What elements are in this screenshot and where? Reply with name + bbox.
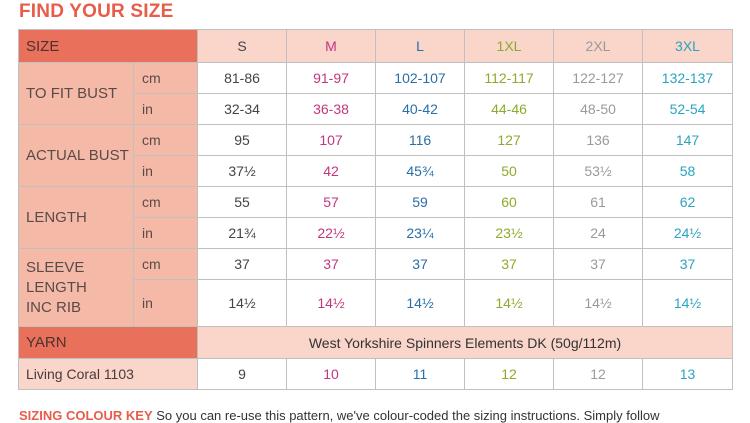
value-cell: 14½ <box>375 279 465 327</box>
value-cell: 24½ <box>642 217 733 249</box>
value-cell: 44-46 <box>464 93 554 125</box>
value-cell: 37 <box>375 248 465 280</box>
sizing-colour-key-note: SIZING COLOUR KEY So you can re-use this… <box>19 408 659 423</box>
unit-label: cm <box>133 186 198 218</box>
ball-count-cell: 10 <box>286 358 376 390</box>
value-cell: 122-127 <box>553 62 643 94</box>
value-cell: 62 <box>642 186 733 218</box>
value-cell: 14½ <box>553 279 643 327</box>
value-cell: 136 <box>553 124 643 156</box>
table-row: in 14½ 14½ 14½ 14½ 14½ 14½ <box>19 279 733 327</box>
value-cell: 95 <box>197 124 287 156</box>
shade-label: Living Coral 1103 <box>18 358 198 390</box>
unit-label: cm <box>133 62 198 94</box>
value-cell: 42 <box>286 155 376 187</box>
table-row: TO FIT BUST cm 81-86 91-97 102-107 112-1… <box>18 62 733 125</box>
table-row: in 32-34 36-38 40-42 44-46 48-50 52-54 <box>19 93 733 125</box>
value-cell: 14½ <box>642 279 733 327</box>
row-label-actual-bust: ACTUAL BUST <box>18 124 134 187</box>
value-cell: 132-137 <box>642 62 733 94</box>
value-cell: 45¾ <box>375 155 465 187</box>
unit-label: in <box>133 93 198 125</box>
sizing-colour-key-heading: SIZING COLOUR KEY <box>19 408 153 423</box>
value-cell: 37 <box>197 248 287 280</box>
value-cell: 23½ <box>464 217 554 249</box>
size-header-label: SIZE <box>18 29 198 63</box>
value-cell: 32-34 <box>197 93 287 125</box>
ball-count-cell: 13 <box>642 358 733 390</box>
unit-label: in <box>133 217 198 249</box>
ball-count-cell: 12 <box>464 358 554 390</box>
value-cell: 24 <box>553 217 643 249</box>
value-cell: 21¾ <box>197 217 287 249</box>
unit-label: in <box>133 155 198 187</box>
row-label-to-fit-bust: TO FIT BUST <box>18 62 134 125</box>
value-cell: 60 <box>464 186 554 218</box>
value-cell: 58 <box>642 155 733 187</box>
value-cell: 40-42 <box>375 93 465 125</box>
value-cell: 14½ <box>286 279 376 327</box>
row-label-length: LENGTH <box>18 186 134 249</box>
shade-row: Living Coral 1103 9 10 11 12 12 13 <box>18 358 733 390</box>
value-cell: 52-54 <box>642 93 733 125</box>
unit-label: cm <box>133 248 198 280</box>
value-cell: 37 <box>553 248 643 280</box>
value-cell: 61 <box>553 186 643 218</box>
ball-count-cell: 9 <box>197 358 287 390</box>
unit-label: in <box>133 279 198 327</box>
unit-label: cm <box>133 124 198 156</box>
table-row: ACTUAL BUST cm 95 107 116 127 136 147 <box>18 124 733 187</box>
value-cell: 36-38 <box>286 93 376 125</box>
value-cell: 37 <box>464 248 554 280</box>
value-cell: 59 <box>375 186 465 218</box>
size-3xl-header: 3XL <box>642 29 733 63</box>
value-cell: 81-86 <box>197 62 287 94</box>
value-cell: 37½ <box>197 155 287 187</box>
yarn-label: YARN <box>18 326 198 359</box>
size-1xl-header: 1XL <box>464 29 554 63</box>
value-cell: 37 <box>286 248 376 280</box>
value-cell: 112-117 <box>464 62 554 94</box>
sizing-colour-key-text: So you can re-use this pattern, we've co… <box>152 408 660 423</box>
value-cell: 50 <box>464 155 554 187</box>
value-cell: 102-107 <box>375 62 465 94</box>
value-cell: 23¼ <box>375 217 465 249</box>
ball-count-cell: 12 <box>553 358 643 390</box>
size-s-header: S <box>197 29 287 63</box>
value-cell: 107 <box>286 124 376 156</box>
value-cell: 57 <box>286 186 376 218</box>
table-row: SLEEVE LENGTH INC RIB cm 37 37 37 37 37 … <box>18 248 733 327</box>
table-row: in 37½ 42 45¾ 50 53½ 58 <box>19 155 733 187</box>
row-label-sleeve-length: SLEEVE LENGTH INC RIB <box>18 248 134 327</box>
value-cell: 22½ <box>286 217 376 249</box>
value-cell: 55 <box>197 186 287 218</box>
size-header-row: SIZE S M L 1XL 2XL 3XL <box>18 29 733 63</box>
size-m-header: M <box>286 29 376 63</box>
value-cell: 127 <box>464 124 554 156</box>
size-l-header: L <box>375 29 465 63</box>
value-cell: 14½ <box>464 279 554 327</box>
size-2xl-header: 2XL <box>553 29 643 63</box>
yarn-value: West Yorkshire Spinners Elements DK (50g… <box>197 326 733 359</box>
value-cell: 91-97 <box>286 62 376 94</box>
value-cell: 48-50 <box>553 93 643 125</box>
table-row: in 21¾ 22½ 23¼ 23½ 24 24½ <box>19 217 733 249</box>
value-cell: 14½ <box>197 279 287 327</box>
value-cell: 53½ <box>553 155 643 187</box>
value-cell: 37 <box>642 248 733 280</box>
value-cell: 116 <box>375 124 465 156</box>
table-row: LENGTH cm 55 57 59 60 61 62 <box>18 186 733 249</box>
value-cell: 147 <box>642 124 733 156</box>
size-chart-table: SIZE S M L 1XL 2XL 3XL TO FIT BUST cm 81… <box>18 29 733 390</box>
page-title: FIND YOUR SIZE <box>19 1 174 22</box>
ball-count-cell: 11 <box>375 358 465 390</box>
yarn-row: YARN West Yorkshire Spinners Elements DK… <box>18 326 733 359</box>
